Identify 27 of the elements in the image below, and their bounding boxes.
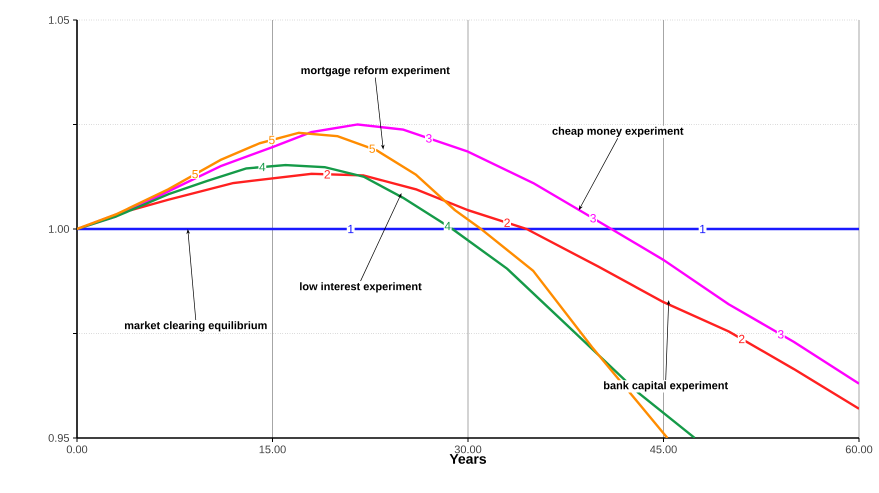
annotation: mortgage reform experiment <box>301 66 450 76</box>
annotation: market clearing equilibrium <box>124 321 267 332</box>
text: 2 <box>738 334 744 344</box>
series-label: 3 <box>426 134 432 143</box>
text: 3 <box>778 330 784 339</box>
series-label: 2 <box>504 218 510 227</box>
y-tick-label: 1.00 <box>48 225 70 233</box>
text: 5 <box>268 136 275 144</box>
y-tick-label: 1.05 <box>48 16 70 24</box>
annotation: bank capital experiment <box>604 381 728 392</box>
series-label: 5 <box>369 144 376 153</box>
text: 2 <box>324 170 330 178</box>
series-label: 4 <box>259 162 266 172</box>
text: 3 <box>590 214 596 222</box>
x-tick-label: 30.00 <box>454 446 482 454</box>
annotation: low interest experiment <box>300 282 422 292</box>
x-axis-title: Years <box>450 454 486 464</box>
text: 5 <box>192 170 198 178</box>
x-tick-label: 60.00 <box>846 446 872 454</box>
series-label: 1 <box>348 224 354 234</box>
annotation: cheap money experiment <box>552 126 684 137</box>
text: 4 <box>444 222 451 230</box>
y-tick-label: 0.95 <box>48 434 70 442</box>
x-tick-label: 0.00 <box>66 446 88 454</box>
text: 1 <box>700 224 706 234</box>
x-tick-label: 15.00 <box>260 446 286 454</box>
x-tick-label: 45.00 <box>650 446 677 454</box>
